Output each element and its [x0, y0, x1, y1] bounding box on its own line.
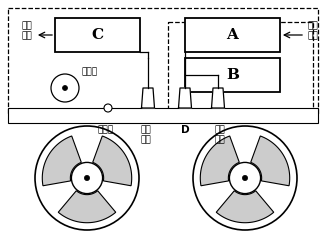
- Text: D: D: [181, 125, 189, 135]
- Polygon shape: [200, 136, 239, 186]
- Text: A: A: [226, 28, 238, 42]
- Text: B: B: [226, 68, 239, 82]
- Circle shape: [229, 162, 261, 194]
- Circle shape: [242, 175, 248, 181]
- Circle shape: [35, 126, 139, 230]
- Circle shape: [71, 162, 103, 194]
- Bar: [168, 22, 313, 113]
- Polygon shape: [211, 88, 224, 108]
- Polygon shape: [93, 136, 132, 186]
- Circle shape: [51, 74, 79, 102]
- Polygon shape: [141, 88, 154, 108]
- Text: 压带轮: 压带轮: [81, 68, 97, 76]
- Polygon shape: [179, 88, 192, 108]
- Bar: [8, 108, 318, 123]
- Circle shape: [193, 126, 297, 230]
- Circle shape: [84, 175, 90, 181]
- Polygon shape: [42, 136, 81, 186]
- Text: 声音
输出: 声音 输出: [21, 21, 32, 41]
- Bar: [185, 18, 280, 52]
- Circle shape: [104, 104, 112, 112]
- Polygon shape: [58, 191, 116, 223]
- Bar: [185, 58, 280, 92]
- Text: 声音
输入: 声音 输入: [307, 21, 318, 41]
- Bar: [8, 8, 318, 115]
- Text: 消音
磁头: 消音 磁头: [214, 125, 225, 144]
- Circle shape: [62, 86, 67, 90]
- Polygon shape: [216, 191, 274, 223]
- Bar: [55, 18, 140, 52]
- Polygon shape: [251, 136, 290, 186]
- Text: 主导轴: 主导轴: [98, 125, 114, 134]
- Text: C: C: [91, 28, 104, 42]
- Text: 放音
磁头: 放音 磁头: [141, 125, 151, 144]
